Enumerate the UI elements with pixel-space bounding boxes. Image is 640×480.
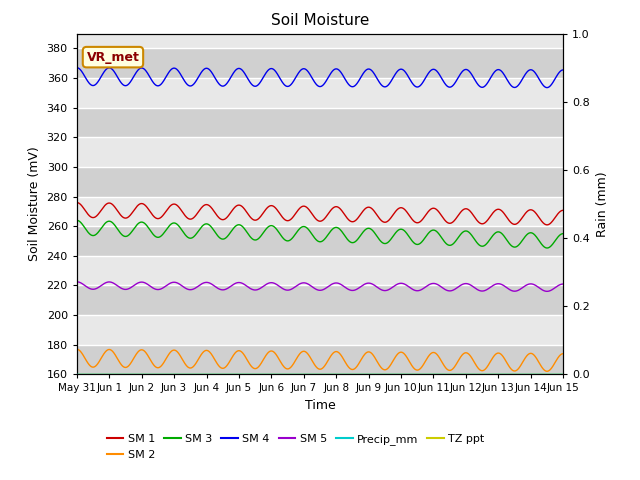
Bar xyxy=(77,197,563,226)
Bar xyxy=(77,78,563,108)
Bar xyxy=(77,226,563,256)
Bar xyxy=(77,315,563,345)
Bar xyxy=(77,108,563,137)
Y-axis label: Soil Moisture (mV): Soil Moisture (mV) xyxy=(28,146,41,262)
Title: Soil Moisture: Soil Moisture xyxy=(271,13,369,28)
Bar xyxy=(77,286,563,315)
Bar xyxy=(77,256,563,286)
Legend: SM 1, SM 2, SM 3, SM 4, SM 5, Precip_mm, TZ ppt: SM 1, SM 2, SM 3, SM 4, SM 5, Precip_mm,… xyxy=(102,430,489,464)
Bar xyxy=(77,137,563,167)
Y-axis label: Rain (mm): Rain (mm) xyxy=(596,171,609,237)
X-axis label: Time: Time xyxy=(305,399,335,412)
Bar xyxy=(77,167,563,197)
Bar xyxy=(77,345,563,374)
Bar xyxy=(77,48,563,78)
Text: VR_met: VR_met xyxy=(86,51,140,64)
